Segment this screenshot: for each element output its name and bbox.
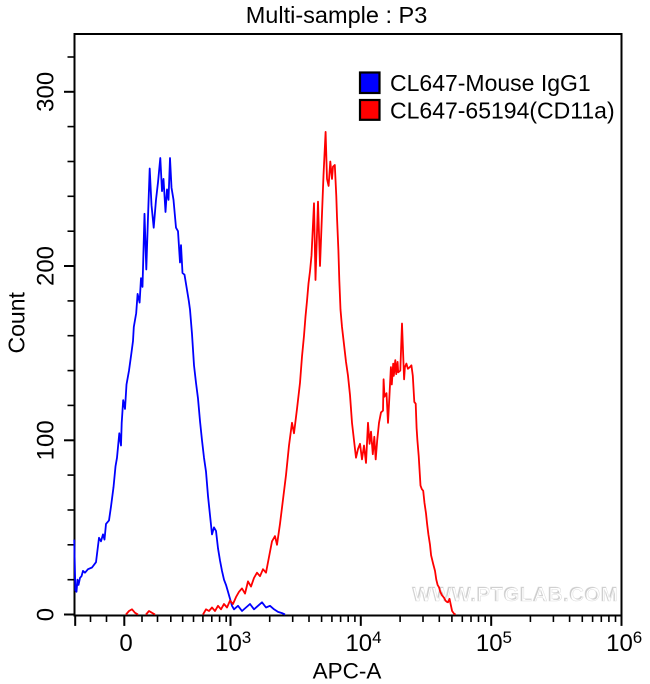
svg-text:WWW.PTGLAB.COM: WWW.PTGLAB.COM — [413, 584, 619, 607]
svg-text:10: 10 — [476, 630, 503, 657]
svg-text:0: 0 — [119, 630, 132, 657]
svg-text:10: 10 — [606, 630, 633, 657]
svg-text:300: 300 — [33, 72, 60, 112]
svg-text:APC-A: APC-A — [313, 659, 382, 684]
svg-text:WWW.PTGLAB.COM: WWW.PTGLAB.COM — [412, 583, 618, 606]
svg-text:6: 6 — [633, 628, 642, 647]
svg-text:CL647-Mouse IgG1: CL647-Mouse IgG1 — [390, 70, 591, 96]
svg-text:3: 3 — [242, 628, 251, 647]
svg-text:10: 10 — [345, 630, 372, 657]
svg-text:10: 10 — [215, 630, 242, 657]
svg-text:WWW.PTGLAB.COM: WWW.PTGLAB.COM — [412, 583, 618, 606]
svg-text:5: 5 — [502, 628, 511, 647]
svg-text:200: 200 — [33, 246, 60, 286]
svg-text:0: 0 — [33, 608, 60, 621]
svg-text:CL647-65194(CD11a): CL647-65194(CD11a) — [390, 98, 615, 124]
svg-text:4: 4 — [372, 628, 381, 647]
svg-text:Multi-sample : P3: Multi-sample : P3 — [246, 2, 428, 28]
svg-text:100: 100 — [33, 420, 60, 460]
svg-text:Count: Count — [4, 292, 30, 354]
